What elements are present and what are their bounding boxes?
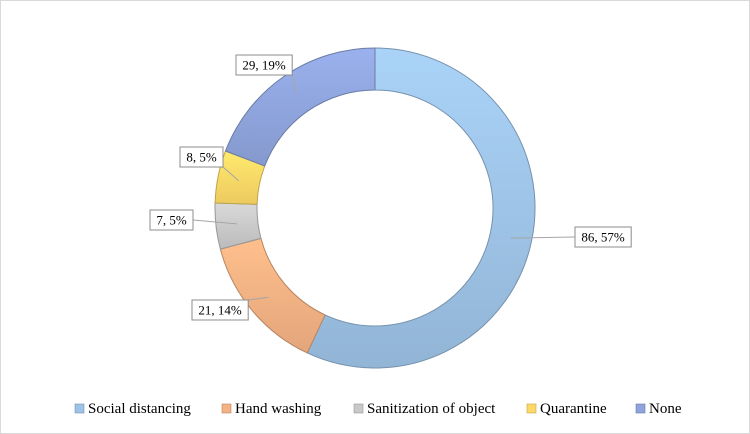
legend-swatch-quarantine bbox=[526, 403, 537, 414]
leader-sanitization-of-object bbox=[192, 219, 237, 225]
data-labels: 86, 57% 21, 14% 7, 5% 8, 5% 29, 19% bbox=[149, 54, 632, 321]
leader-none bbox=[291, 74, 297, 94]
legend-swatch-sanitization-of-object bbox=[353, 403, 364, 414]
leader-lines bbox=[192, 74, 576, 301]
legend-swatch-none bbox=[635, 403, 646, 414]
slice-none bbox=[224, 47, 376, 167]
legend-entry-quarantine: Quarantine bbox=[540, 401, 607, 417]
leader-social-distancing bbox=[510, 236, 576, 239]
leader-hand-washing bbox=[248, 296, 269, 301]
data-label-quarantine: 8, 5% bbox=[186, 150, 217, 165]
label-box-sanitization-of-object bbox=[149, 209, 194, 231]
legend-entry-sanitization-of-object: Sanitization of object bbox=[367, 401, 496, 417]
legend-swatch-hand-washing bbox=[221, 403, 232, 414]
data-label-hand-washing: 21, 14% bbox=[198, 303, 242, 318]
legend-swatch-social-distancing bbox=[74, 403, 85, 414]
slice-social-distancing bbox=[306, 47, 536, 369]
label-box-none bbox=[235, 54, 293, 76]
label-box-quarantine bbox=[179, 146, 224, 168]
data-label-sanitization-of-object: 7, 5% bbox=[156, 213, 187, 228]
legend-entry-social-distancing: Social distancing bbox=[88, 401, 191, 417]
donut-slices bbox=[214, 47, 536, 369]
legend-entry-none: None bbox=[649, 401, 682, 417]
legend: Social distancing Hand washing Sanitizatio… bbox=[74, 401, 682, 417]
label-box-social-distancing bbox=[574, 226, 632, 248]
legend-entry-hand-washing: Hand washing bbox=[235, 401, 322, 417]
label-box-hand-washing bbox=[191, 299, 249, 321]
data-label-none: 29, 19% bbox=[242, 58, 286, 73]
slice-hand-washing bbox=[219, 237, 326, 354]
leader-quarantine bbox=[222, 166, 240, 182]
data-label-social-distancing: 86, 57% bbox=[581, 230, 625, 245]
